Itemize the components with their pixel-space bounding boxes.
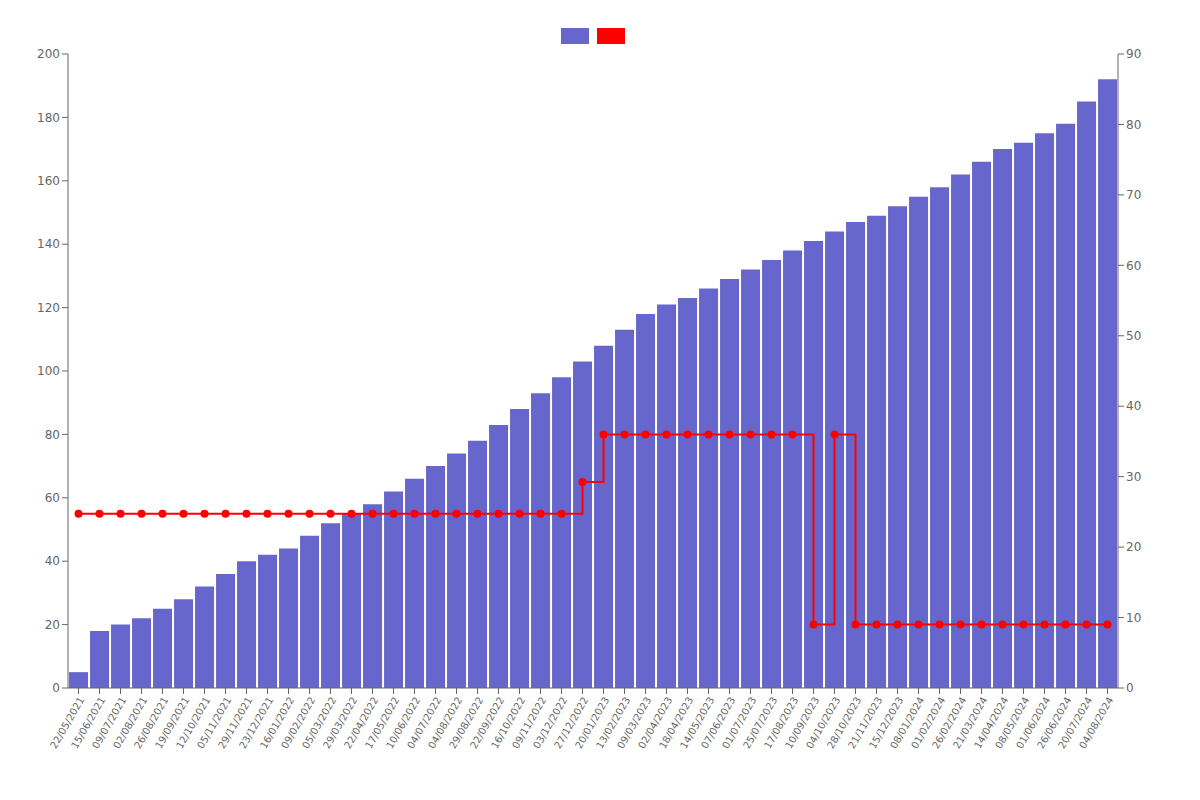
svg-text:09/03/2023: 09/03/2023 bbox=[615, 695, 654, 751]
svg-text:04/08/2022: 04/08/2022 bbox=[426, 695, 465, 751]
svg-text:01/07/2023: 01/07/2023 bbox=[720, 695, 759, 751]
svg-text:23/12/2021: 23/12/2021 bbox=[237, 695, 276, 751]
svg-text:04/10/2023: 04/10/2023 bbox=[804, 695, 843, 751]
svg-text:80: 80 bbox=[45, 428, 60, 442]
svg-text:07/06/2023: 07/06/2023 bbox=[699, 695, 738, 751]
svg-text:14/04/2024: 14/04/2024 bbox=[972, 695, 1011, 751]
svg-text:90: 90 bbox=[1126, 47, 1141, 61]
svg-text:16/01/2022: 16/01/2022 bbox=[258, 695, 297, 751]
svg-text:01/02/2024: 01/02/2024 bbox=[909, 695, 948, 751]
svg-text:29/03/2022: 29/03/2022 bbox=[321, 695, 360, 751]
svg-text:80: 80 bbox=[1126, 118, 1141, 132]
svg-text:25/07/2023: 25/07/2023 bbox=[741, 695, 780, 751]
svg-text:02/08/2021: 02/08/2021 bbox=[111, 695, 150, 751]
svg-text:14/05/2023: 14/05/2023 bbox=[678, 695, 717, 751]
svg-text:20/01/2023: 20/01/2023 bbox=[573, 695, 612, 751]
svg-text:15/06/2021: 15/06/2021 bbox=[69, 695, 108, 751]
svg-text:200: 200 bbox=[37, 47, 60, 61]
svg-text:22/04/2022: 22/04/2022 bbox=[342, 695, 381, 751]
svg-text:03/12/2022: 03/12/2022 bbox=[531, 695, 570, 751]
svg-text:26/08/2021: 26/08/2021 bbox=[132, 695, 171, 751]
svg-text:13/02/2023: 13/02/2023 bbox=[594, 695, 633, 751]
svg-text:100: 100 bbox=[37, 364, 60, 378]
svg-text:50: 50 bbox=[1126, 329, 1141, 343]
svg-text:26/02/2024: 26/02/2024 bbox=[930, 695, 969, 751]
svg-text:08/01/2024: 08/01/2024 bbox=[888, 695, 927, 751]
svg-text:15/12/2023: 15/12/2023 bbox=[867, 695, 906, 751]
svg-text:20/07/2024: 20/07/2024 bbox=[1056, 695, 1095, 751]
svg-text:08/05/2024: 08/05/2024 bbox=[993, 695, 1032, 751]
svg-text:09/07/2021: 09/07/2021 bbox=[90, 695, 129, 751]
svg-text:10: 10 bbox=[1126, 611, 1141, 625]
svg-text:10/09/2023: 10/09/2023 bbox=[783, 695, 822, 751]
svg-text:60: 60 bbox=[45, 491, 60, 505]
svg-text:140: 140 bbox=[37, 237, 60, 251]
svg-text:70: 70 bbox=[1126, 188, 1141, 202]
svg-text:180: 180 bbox=[37, 111, 60, 125]
svg-text:120: 120 bbox=[37, 301, 60, 315]
svg-text:17/08/2023: 17/08/2023 bbox=[762, 695, 801, 751]
svg-text:17/05/2022: 17/05/2022 bbox=[363, 695, 402, 751]
svg-text:21/03/2024: 21/03/2024 bbox=[951, 695, 990, 751]
svg-text:40: 40 bbox=[45, 554, 60, 568]
svg-text:0: 0 bbox=[1126, 681, 1134, 695]
svg-text:05/11/2021: 05/11/2021 bbox=[195, 695, 234, 751]
svg-text:12/10/2021: 12/10/2021 bbox=[174, 695, 213, 751]
svg-text:02/04/2023: 02/04/2023 bbox=[636, 695, 675, 751]
svg-text:18/04/2023: 18/04/2023 bbox=[657, 695, 696, 751]
svg-text:20: 20 bbox=[1126, 540, 1141, 554]
svg-text:60: 60 bbox=[1126, 259, 1141, 273]
svg-text:10/06/2022: 10/06/2022 bbox=[384, 695, 423, 751]
svg-text:01/06/2024: 01/06/2024 bbox=[1014, 695, 1053, 751]
svg-text:20: 20 bbox=[45, 618, 60, 632]
svg-text:09/11/2022: 09/11/2022 bbox=[510, 695, 549, 751]
svg-text:16/10/2022: 16/10/2022 bbox=[489, 695, 528, 751]
svg-text:05/03/2022: 05/03/2022 bbox=[300, 695, 339, 751]
svg-text:40: 40 bbox=[1126, 399, 1141, 413]
svg-text:04/08/2024: 04/08/2024 bbox=[1077, 695, 1115, 750]
svg-text:19/09/2021: 19/09/2021 bbox=[153, 695, 192, 751]
svg-text:27/12/2022: 27/12/2022 bbox=[552, 695, 591, 751]
svg-text:22/09/2022: 22/09/2022 bbox=[468, 695, 507, 751]
svg-text:28/10/2023: 28/10/2023 bbox=[825, 695, 864, 751]
svg-text:160: 160 bbox=[37, 174, 60, 188]
svg-text:30: 30 bbox=[1126, 470, 1141, 484]
svg-text:09/02/2022: 09/02/2022 bbox=[279, 695, 318, 751]
svg-text:04/07/2022: 04/07/2022 bbox=[405, 695, 444, 751]
svg-text:0: 0 bbox=[52, 681, 60, 695]
svg-text:29/08/2022: 29/08/2022 bbox=[447, 695, 486, 751]
svg-text:21/11/2023: 21/11/2023 bbox=[846, 695, 885, 751]
svg-text:29/11/2021: 29/11/2021 bbox=[216, 695, 255, 751]
svg-text:26/06/2024: 26/06/2024 bbox=[1035, 695, 1074, 751]
svg-text:22/05/2021: 22/05/2021 bbox=[48, 695, 87, 751]
